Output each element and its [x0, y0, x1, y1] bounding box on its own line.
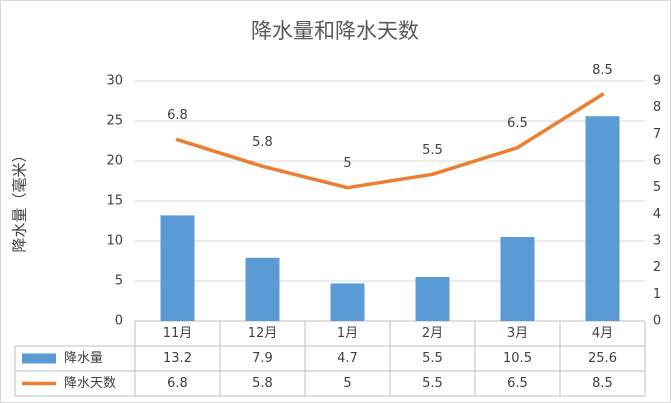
table-value: 13.2 — [163, 351, 192, 366]
y-tick-label: 30 — [106, 74, 123, 89]
bar — [585, 116, 620, 321]
chart-title: 降水量和降水天数 — [251, 19, 419, 43]
data-label: 6.8 — [167, 108, 188, 123]
bar — [160, 215, 195, 321]
data-label: 6.5 — [507, 116, 528, 131]
y2-tick-label: 7 — [653, 127, 661, 142]
y2-tick-label: 0 — [653, 314, 661, 329]
table-value: 5.8 — [252, 376, 273, 391]
table-value: 5 — [343, 376, 351, 391]
bar — [330, 283, 365, 321]
x-tick-label: 1月 — [337, 326, 358, 341]
table-value: 8.5 — [592, 376, 613, 391]
x-tick-label: 11月 — [163, 326, 193, 341]
bar — [245, 257, 280, 321]
bar — [415, 277, 450, 321]
legend-key — [22, 353, 56, 364]
y-tick-label: 15 — [106, 194, 123, 209]
table-value: 6.8 — [167, 376, 188, 391]
data-label: 5 — [343, 156, 351, 171]
table-value: 10.5 — [503, 351, 532, 366]
table-value: 5.5 — [422, 376, 443, 391]
y-axis-label: 降水量（毫米） — [11, 147, 29, 252]
legend-label: 降水量 — [64, 351, 103, 366]
x-tick-label: 2月 — [422, 326, 443, 341]
data-label: 5.5 — [422, 143, 443, 158]
y-tick-label: 5 — [115, 274, 123, 289]
table-value: 6.5 — [507, 376, 528, 391]
table-value: 7.9 — [252, 351, 273, 366]
y-tick-label: 10 — [106, 234, 123, 249]
table-value: 4.7 — [337, 351, 358, 366]
line — [175, 92, 605, 190]
y2-tick-label: 5 — [653, 180, 661, 195]
legend-label: 降水天数 — [64, 376, 116, 391]
data-label: 5.8 — [252, 135, 273, 150]
y2-tick-label: 2 — [653, 260, 661, 275]
table-value: 5.5 — [422, 351, 443, 366]
y2-tick-label: 9 — [653, 74, 661, 89]
y2-tick-label: 6 — [653, 154, 661, 169]
data-label: 8.5 — [592, 63, 613, 78]
y2-tick-label: 8 — [653, 100, 661, 115]
y-tick-label: 25 — [106, 114, 123, 129]
y2-tick-label: 4 — [653, 207, 661, 222]
y-tick-label: 0 — [115, 314, 123, 329]
bar — [500, 237, 535, 321]
x-tick-label: 12月 — [248, 326, 278, 341]
x-tick-label: 4月 — [592, 326, 613, 341]
y2-tick-label: 1 — [653, 287, 661, 302]
table-value: 25.6 — [588, 351, 617, 366]
y-tick-label: 20 — [106, 154, 123, 169]
y2-tick-label: 3 — [653, 234, 661, 249]
x-tick-label: 3月 — [507, 326, 528, 341]
